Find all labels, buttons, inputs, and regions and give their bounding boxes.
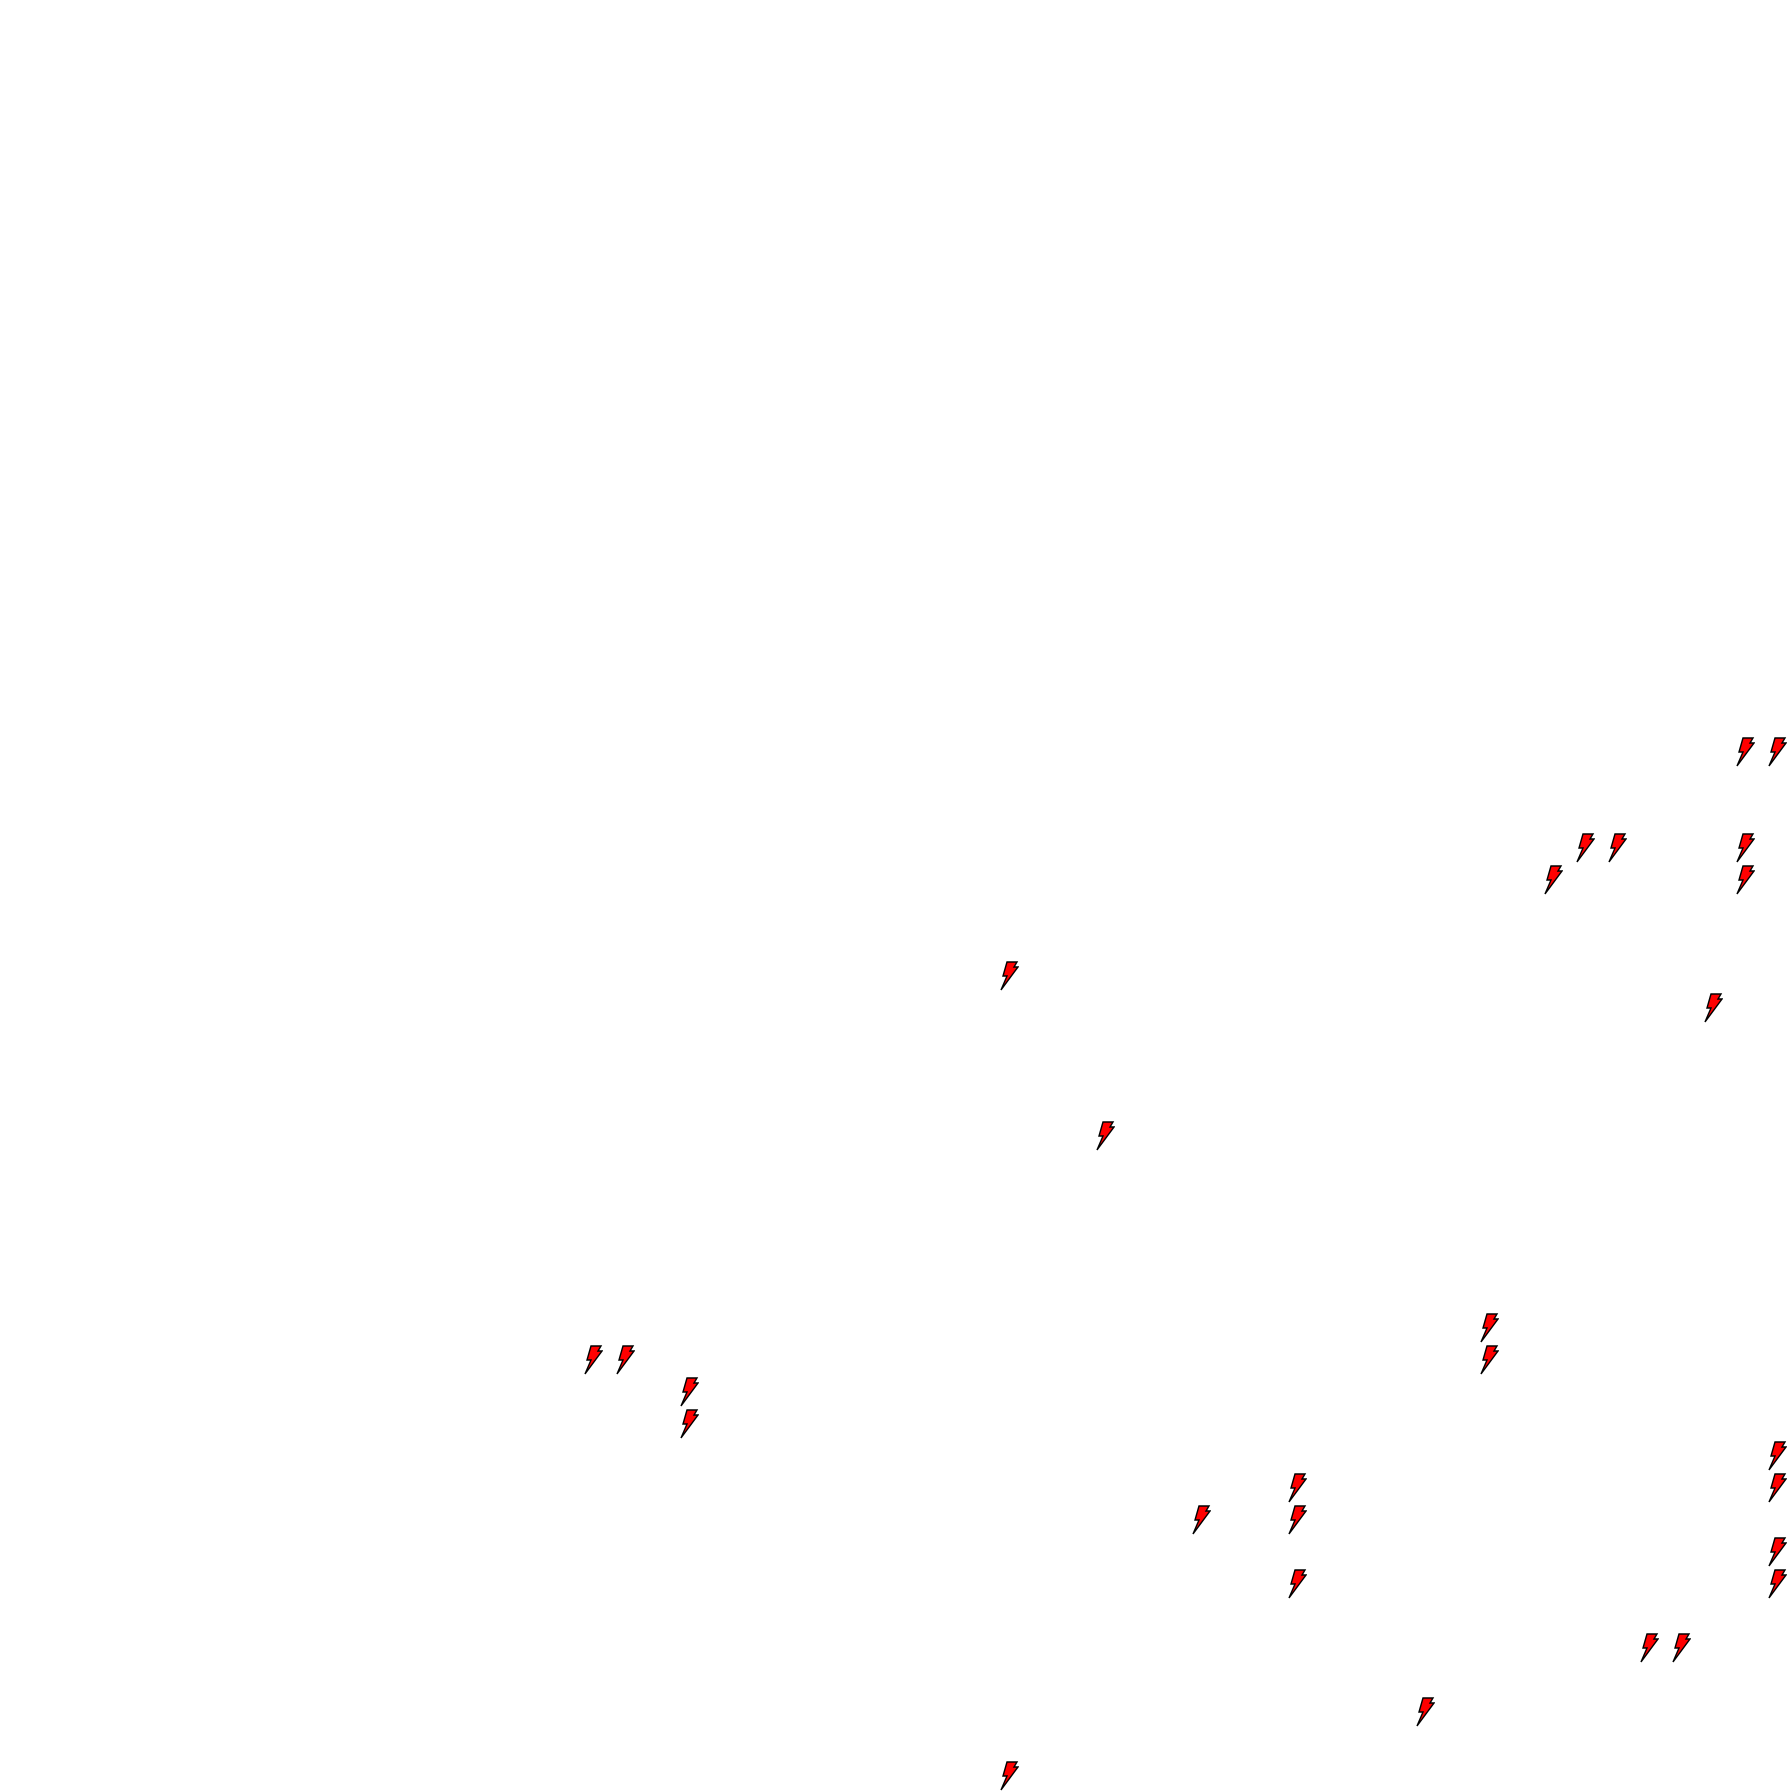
lightning-bolt-icon: [1767, 1537, 1787, 1567]
lightning-bolt-icon: [1735, 737, 1755, 767]
lightning-bolt-icon: [1703, 993, 1723, 1023]
lightning-bolt-icon: [1479, 1313, 1499, 1343]
lightning-bolt-icon: [999, 961, 1019, 991]
lightning-bolt-icon: [679, 1409, 699, 1439]
lightning-bolt-icon: [615, 1345, 635, 1375]
lightning-bolt-icon: [1575, 833, 1595, 863]
lightning-bolt-icon: [1767, 737, 1787, 767]
lightning-bolt-icon: [1191, 1505, 1211, 1535]
lightning-bolt-icon: [1735, 833, 1755, 863]
lightning-bolt-icon: [1287, 1505, 1307, 1535]
lightning-bolt-icon: [1287, 1473, 1307, 1503]
lightning-bolt-icon: [999, 1761, 1019, 1791]
lightning-bolt-icon: [1095, 1121, 1115, 1151]
lightning-bolt-icon: [1735, 865, 1755, 895]
lightning-bolt-icon: [1767, 1441, 1787, 1471]
lightning-bolt-icon: [1543, 865, 1563, 895]
lightning-bolt-icon: [1607, 833, 1627, 863]
lightning-bolt-icon: [1639, 1633, 1659, 1663]
lightning-bolt-icon: [1767, 1569, 1787, 1599]
lightning-bolt-icon: [1671, 1633, 1691, 1663]
lightning-bolt-icon: [583, 1345, 603, 1375]
lightning-bolt-icon: [679, 1377, 699, 1407]
lightning-bolt-icon: [1767, 1473, 1787, 1503]
lightning-bolt-icon: [1415, 1697, 1435, 1727]
lightning-bolt-icon: [1479, 1345, 1499, 1375]
lightning-bolt-icon: [1287, 1569, 1307, 1599]
